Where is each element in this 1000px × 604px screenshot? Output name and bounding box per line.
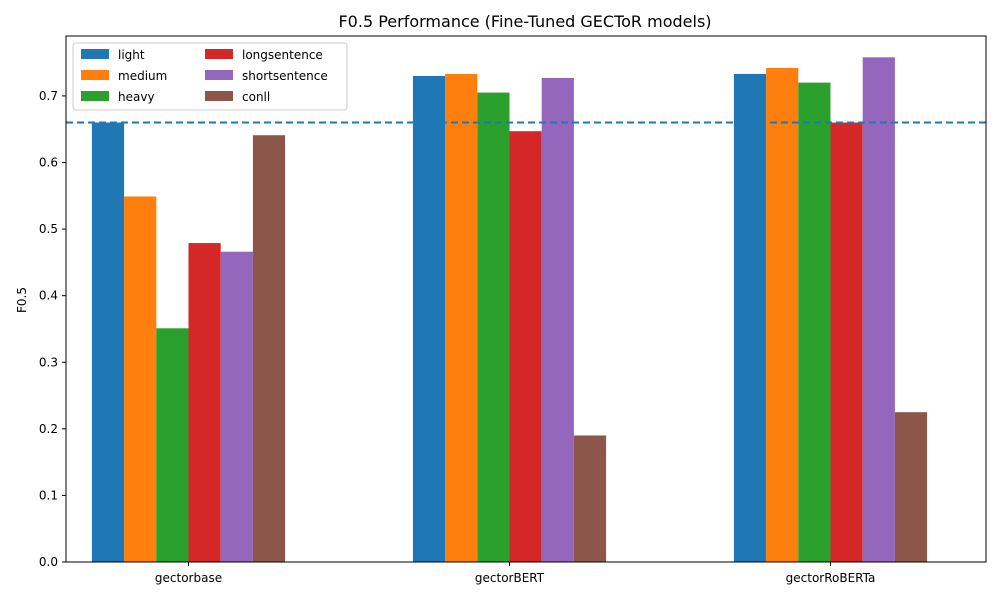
- legend-swatch-conll: [205, 91, 233, 101]
- legend-swatch-longsentence: [205, 49, 233, 59]
- legend-label-shortsentence: shortsentence: [242, 69, 328, 83]
- y-axis-label: F0.5: [15, 287, 29, 313]
- legend-swatch-medium: [81, 70, 109, 80]
- bar-heavy-gectorbase: [156, 328, 189, 562]
- y-tick-label: 0.1: [39, 488, 58, 502]
- bar-medium-gectorBERT: [445, 73, 478, 562]
- legend: light medium heavy longsentence shortsentenc…: [72, 42, 348, 111]
- y-tick-label: 0.6: [39, 156, 58, 170]
- y-tick-label: 0.4: [39, 289, 58, 303]
- bar-light-gectorRoBERTa: [733, 73, 767, 562]
- bar-conll-gectorRoBERTa: [894, 412, 928, 562]
- y-tick-label: 0.2: [39, 422, 58, 436]
- bar-longsentence-gectorbase: [188, 243, 221, 562]
- bar-heavy-gectorBERT: [477, 92, 510, 562]
- legend-label-longsentence: longsentence: [242, 48, 323, 62]
- y-tick-label: 0.5: [39, 222, 58, 236]
- legend-swatch-heavy: [81, 91, 109, 101]
- legend-label-medium: medium: [118, 69, 167, 83]
- y-tick-label: 0.0: [39, 555, 58, 569]
- legend-swatch-light: [81, 49, 109, 59]
- plot-frame: [65, 35, 987, 563]
- bar-medium-gectorRoBERTa: [766, 67, 799, 563]
- y-tick-label: 0.3: [39, 355, 58, 369]
- bar-shortsentence-gectorBERT: [541, 77, 574, 562]
- x-tick-label: gectorBERT: [475, 571, 545, 585]
- bar-light-gectorBERT: [412, 75, 446, 562]
- bar-conll-gectorbase: [252, 135, 286, 562]
- bar-longsentence-gectorBERT: [509, 131, 542, 562]
- x-tick-label: gectorRoBERTa: [786, 571, 876, 585]
- chart-title: F0.5 Performance (Fine-Tuned GECToR mode…: [338, 12, 711, 31]
- bar-shortsentence-gectorbase: [220, 251, 253, 563]
- legend-label-heavy: heavy: [118, 90, 155, 104]
- bar-shortsentence-gectorRoBERTa: [862, 57, 895, 563]
- legend-swatch-shortsentence: [205, 70, 233, 80]
- bar-medium-gectorbase: [124, 196, 157, 562]
- bar-conll-gectorBERT: [573, 435, 607, 562]
- x-tick-label: gectorbase: [155, 571, 222, 585]
- axes-layer: 0.0 0.1 0.2 0.3 0.4 0.5 0.6 0.7 gectorbase gector…: [39, 35, 987, 585]
- bar-light-gectorbase: [91, 122, 125, 562]
- y-tick-label: 0.7: [39, 89, 58, 103]
- bar-heavy-gectorRoBERTa: [798, 82, 831, 563]
- legend-label-light: light: [118, 48, 145, 62]
- bar-longsentence-gectorRoBERTa: [830, 122, 863, 562]
- legend-label-conll: conll: [242, 90, 270, 104]
- bars-layer: [91, 57, 928, 563]
